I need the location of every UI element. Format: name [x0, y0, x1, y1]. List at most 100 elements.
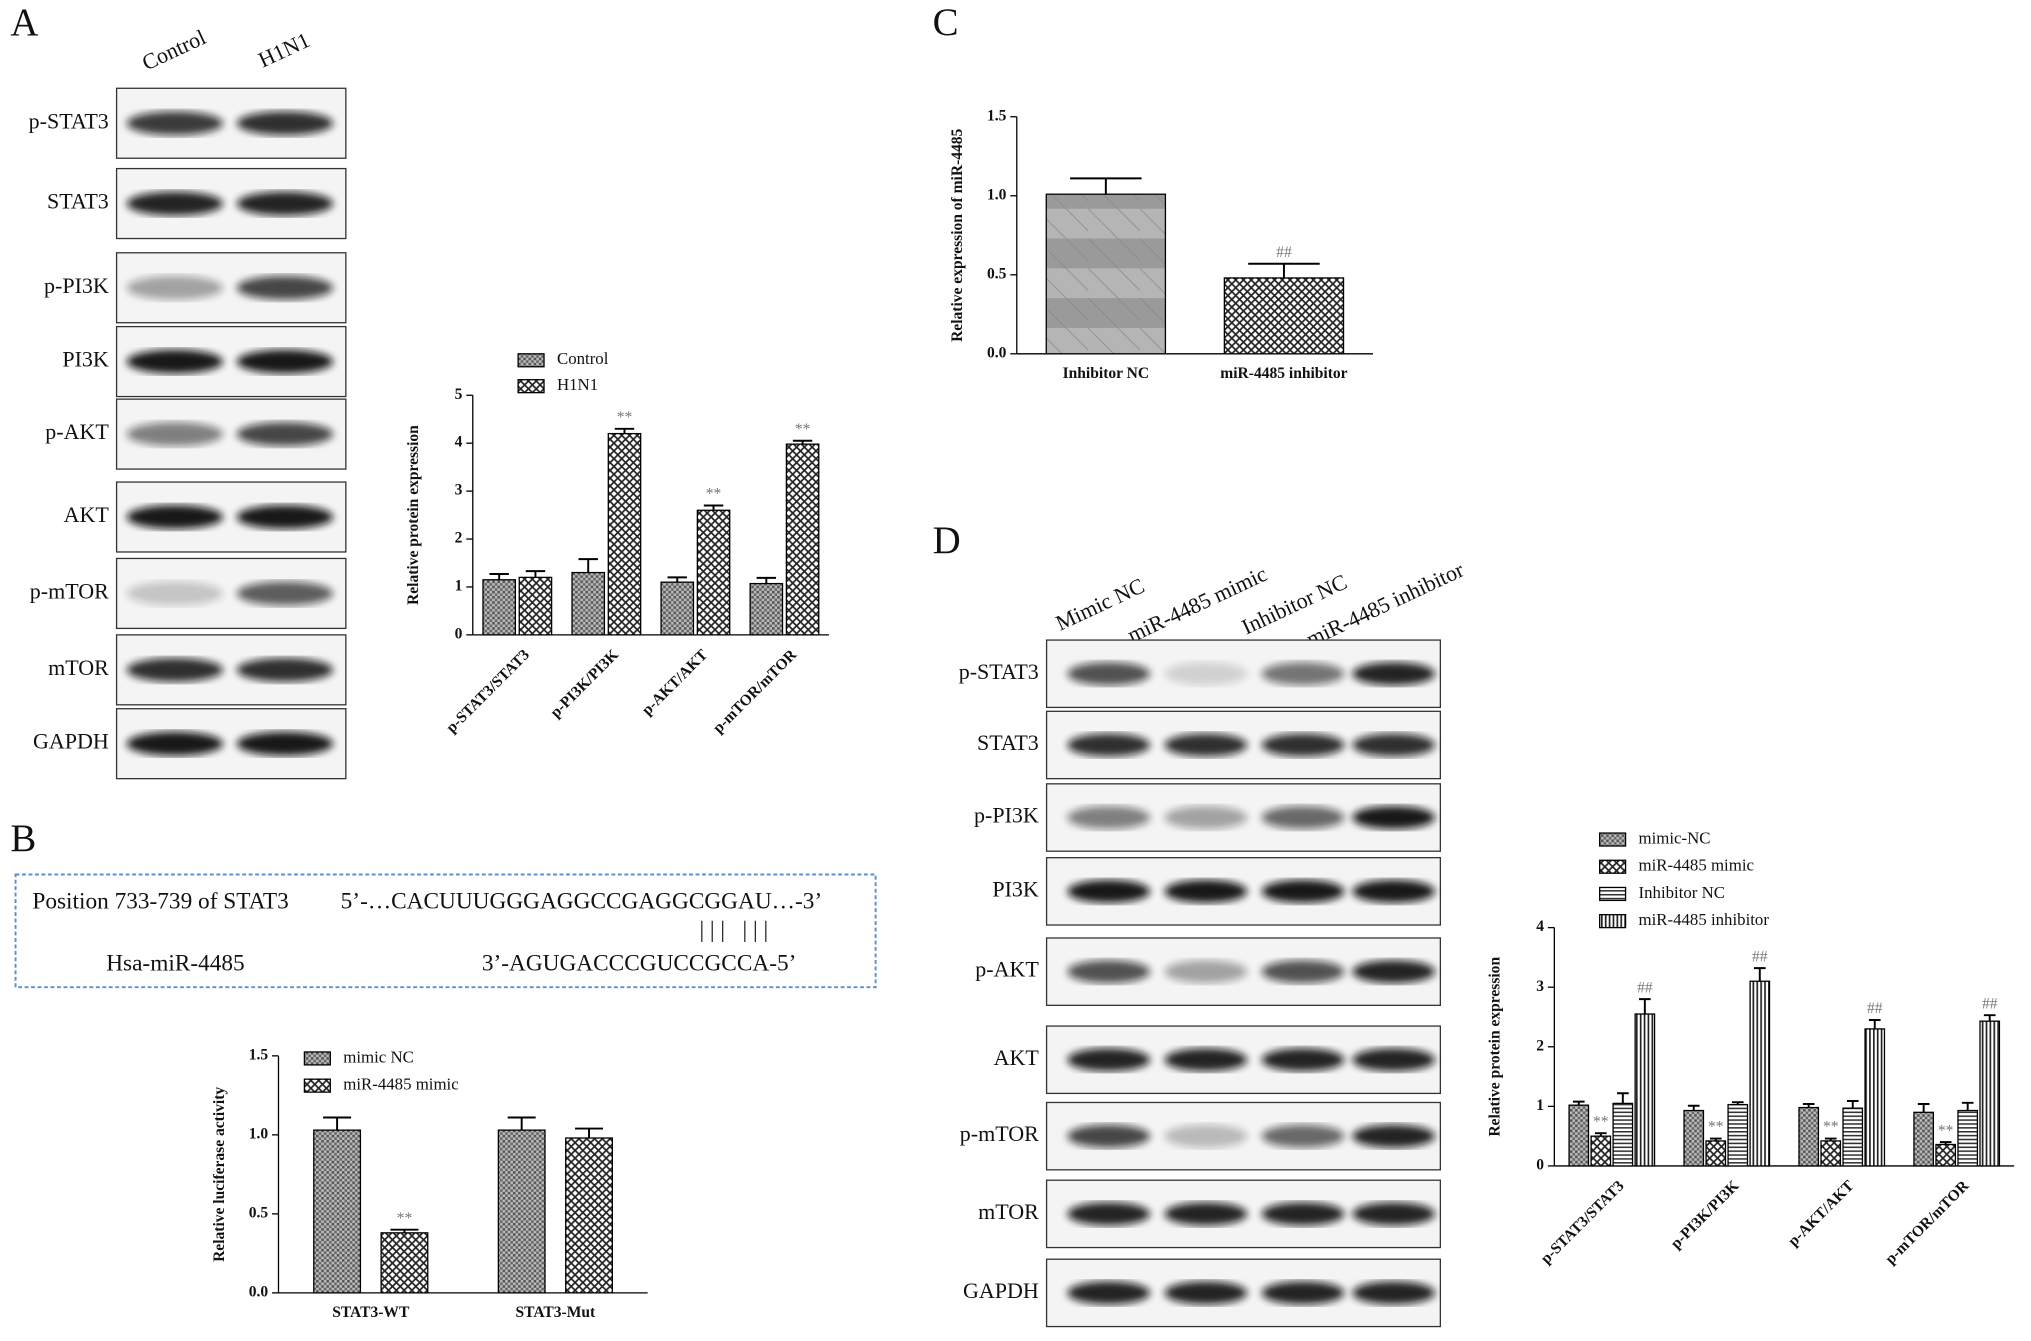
band: [1067, 662, 1151, 686]
bar: [571, 571, 606, 636]
y-tick-label: 0.0: [249, 1283, 269, 1300]
row-label: p-mTOR: [30, 578, 109, 603]
legend-swatch: [1599, 914, 1627, 929]
error-bar: [667, 576, 687, 583]
significance: **: [1938, 1122, 1954, 1139]
panel-label: D: [933, 519, 961, 562]
band: [236, 111, 334, 136]
legend-swatch: [1599, 886, 1627, 902]
legend-label: mimic-NC: [1639, 828, 1711, 847]
bar: [785, 443, 820, 636]
bar: [1705, 1140, 1727, 1167]
band: [1067, 879, 1151, 903]
error-bar: [1846, 1100, 1859, 1109]
y-tick-label: 1: [1536, 1097, 1544, 1114]
band: [1164, 806, 1248, 829]
bar: [1798, 1106, 1820, 1167]
y-tick-label: 1.0: [249, 1125, 269, 1142]
row-label: p-AKT: [45, 419, 109, 444]
band: [1261, 1124, 1345, 1148]
legend-swatch: [517, 353, 545, 368]
lane-label: H1N1: [254, 27, 313, 72]
panel-label: C: [933, 1, 959, 44]
legend-label: miR-4485 mimic: [1639, 856, 1754, 875]
x-tick-label: p-STAT3/STAT3: [1538, 1177, 1628, 1267]
row-label: PI3K: [992, 876, 1039, 901]
error-bar: [507, 1116, 536, 1131]
target-seq: 5’-…CACUUUGGGAGGCCGAGGCGGAU…-3’: [341, 888, 822, 914]
y-axis-label: Relative protein expression: [405, 425, 422, 605]
y-tick-label: 0.5: [249, 1204, 269, 1221]
row-label: GAPDH: [33, 729, 109, 754]
x-tick-label: STAT3-WT: [332, 1304, 410, 1321]
bar: [380, 1232, 429, 1294]
bar: [1683, 1109, 1705, 1167]
band: [1352, 960, 1436, 984]
row-label: p-PI3K: [974, 803, 1039, 828]
significance: **: [1823, 1119, 1839, 1136]
band: [236, 422, 334, 447]
band: [1164, 1124, 1248, 1148]
y-tick-label: 2: [1536, 1037, 1544, 1054]
row-label: p-AKT: [975, 957, 1039, 982]
band: [1261, 1281, 1345, 1305]
band: [126, 422, 224, 447]
bar: [1045, 193, 1167, 355]
bar: [565, 1137, 613, 1294]
y-tick-label: 3: [455, 482, 463, 499]
bar: [1935, 1143, 1957, 1167]
x-tick-label: p-mTOR/mTOR: [710, 646, 801, 737]
y-tick-label: 0: [455, 625, 463, 642]
band: [236, 349, 334, 374]
y-tick-label: 4: [455, 434, 463, 451]
significance: **: [397, 1210, 413, 1227]
band: [1164, 733, 1248, 757]
bar: [482, 579, 517, 636]
band: [236, 275, 334, 300]
error-bar: [1617, 1092, 1629, 1104]
error-bar: [575, 1127, 604, 1139]
y-tick-label: 2: [455, 530, 463, 547]
row-label: PI3K: [62, 347, 109, 372]
band: [1164, 1048, 1248, 1072]
y-tick-label: 0.5: [987, 265, 1007, 282]
y-tick-label: 0.0: [987, 344, 1007, 361]
error-bar: [703, 504, 724, 511]
significance: ##: [1637, 979, 1653, 996]
panel-label: A: [10, 1, 38, 44]
row-label: GAPDH: [963, 1278, 1039, 1303]
bar: [1568, 1104, 1590, 1167]
band: [1067, 806, 1151, 829]
legend-swatch: [1599, 859, 1627, 874]
row-label: mTOR: [978, 1199, 1039, 1224]
band: [1261, 1048, 1345, 1072]
bar: [749, 582, 784, 636]
x-tick-label: Inhibitor NC: [1063, 365, 1149, 382]
mirna-label: Hsa-miR-4485: [106, 951, 244, 977]
row-label: STAT3: [47, 189, 109, 214]
x-tick-label: STAT3-Mut: [516, 1304, 597, 1321]
y-tick-label: 5: [455, 386, 463, 403]
band: [1352, 1281, 1436, 1305]
error-bar: [1802, 1103, 1815, 1108]
error-bar: [1639, 998, 1651, 1015]
bar: [696, 509, 731, 636]
pairing: | | | | | |: [699, 917, 768, 943]
error-bar: [792, 439, 813, 445]
error-bar: [1824, 1137, 1837, 1141]
error-bar: [1687, 1104, 1700, 1111]
y-tick-label: 1: [455, 578, 463, 595]
significance: ##: [1752, 948, 1768, 965]
significance: **: [1708, 1119, 1724, 1136]
error-bar: [578, 558, 598, 573]
legend-swatch: [517, 379, 545, 394]
band: [1261, 733, 1345, 757]
row-label: AKT: [994, 1045, 1040, 1070]
y-axis-label: Relative luciferase activity: [211, 1087, 228, 1262]
legend-label: miR-4485 inhibitor: [1639, 910, 1770, 929]
band: [1164, 879, 1248, 903]
y-tick-label: 1.5: [249, 1046, 269, 1063]
band: [1067, 1124, 1151, 1148]
significance: ##: [1276, 244, 1292, 261]
